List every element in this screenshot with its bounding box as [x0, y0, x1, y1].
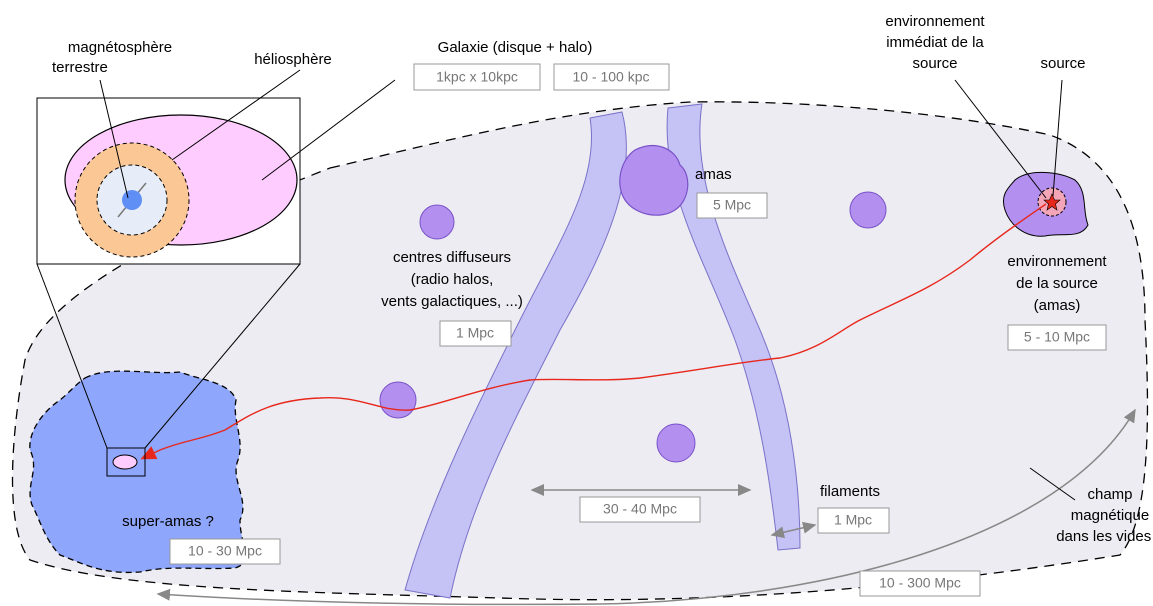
- scale-box: 1 Mpc: [818, 508, 889, 533]
- scale-box: 10 - 300 Mpc: [860, 571, 980, 596]
- mini-galaxy: [113, 455, 137, 469]
- scale: 1 Mpc: [834, 512, 872, 528]
- label: magnétosphère: [68, 39, 172, 56]
- label: Galaxie (disque + halo): [438, 39, 593, 56]
- scattering-centre: [657, 424, 695, 462]
- label: super-amas ?: [122, 513, 214, 530]
- scale: 30 - 40 Mpc: [603, 501, 677, 517]
- scale-box: 1kpc x 10kpc: [414, 64, 540, 90]
- scattering-centre: [380, 382, 416, 418]
- scale: 10 - 100 kpc: [572, 69, 649, 85]
- label: vents galactiques, ...): [381, 293, 523, 310]
- scale: 5 Mpc: [713, 197, 751, 213]
- label: champ: [1087, 486, 1132, 503]
- earth: [122, 190, 142, 210]
- scale: 5 - 10 Mpc: [1024, 329, 1090, 345]
- scale-box: 5 Mpc: [697, 193, 767, 218]
- scale: 1 Mpc: [456, 325, 494, 341]
- label: (amas): [1034, 297, 1081, 314]
- label: amas: [695, 166, 732, 183]
- label: dans les vides ?: [1056, 528, 1153, 545]
- scale: 10 - 300 Mpc: [879, 575, 961, 591]
- label: filaments: [820, 483, 880, 500]
- scattering-centre: [420, 205, 454, 239]
- diagram: magnétosphère terrestre héliosphère Gala…: [0, 0, 1153, 606]
- scale-box: 10 - 30 Mpc: [170, 539, 280, 564]
- label: de la source: [1016, 275, 1098, 292]
- scale: 1kpc x 10kpc: [436, 69, 518, 85]
- label: environnement: [885, 13, 985, 30]
- label: source: [912, 55, 957, 72]
- label: immédiat de la: [886, 34, 984, 51]
- scale-box: 5 - 10 Mpc: [1008, 325, 1106, 350]
- scale-box: 30 - 40 Mpc: [580, 497, 700, 522]
- scattering-centre: [850, 192, 886, 228]
- label: magnétique: [1071, 507, 1149, 524]
- scale: 10 - 30 Mpc: [188, 543, 262, 559]
- scale-box: 10 - 100 kpc: [554, 64, 669, 90]
- label: source: [1040, 55, 1085, 72]
- label: terrestre: [52, 59, 108, 76]
- label: environnement: [1007, 253, 1107, 270]
- label: centres diffuseurs: [393, 249, 511, 266]
- label: (radio halos,: [411, 271, 494, 288]
- label: héliosphère: [254, 51, 332, 68]
- scale-box: 1 Mpc: [440, 321, 511, 346]
